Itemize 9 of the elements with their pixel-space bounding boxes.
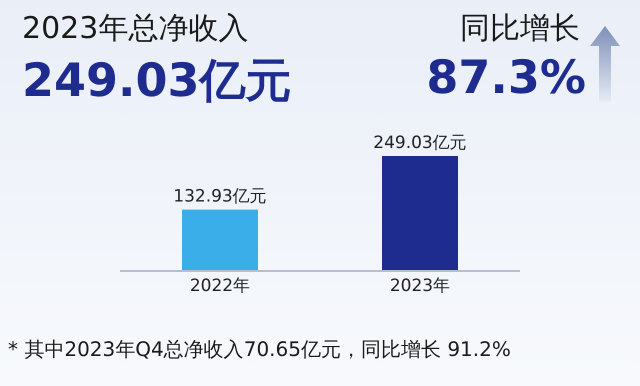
x-tick-label: 2023年 [390, 276, 450, 296]
text: 87.3% [426, 50, 586, 104]
text: * 其中2023年Q4总净收入70.65亿元，同比增长 91.2% [8, 336, 511, 363]
data-label: 249.03亿元 [373, 133, 467, 153]
data-label: 132.93亿元 [173, 186, 267, 207]
chart-title: 2023年总净收入 [22, 10, 248, 48]
x-tick-label: 2022年 [190, 276, 250, 296]
text: 同比增长 [460, 10, 580, 48]
chart-subtitle: 249.03亿元 [22, 52, 292, 109]
